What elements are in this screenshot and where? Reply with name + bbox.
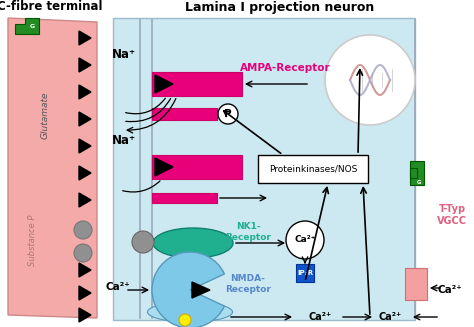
Text: Ca²⁺: Ca²⁺ <box>294 235 316 245</box>
Polygon shape <box>79 308 91 322</box>
Bar <box>410 168 417 178</box>
Circle shape <box>74 221 92 239</box>
Circle shape <box>218 104 238 124</box>
Ellipse shape <box>153 228 233 258</box>
Polygon shape <box>155 158 173 176</box>
Text: IP₃R: IP₃R <box>297 270 313 276</box>
Text: T-Typ
VGCC: T-Typ VGCC <box>437 204 467 226</box>
Text: Ca²⁺: Ca²⁺ <box>106 282 130 292</box>
Polygon shape <box>79 31 91 45</box>
Circle shape <box>132 231 154 253</box>
Polygon shape <box>79 85 91 99</box>
Text: P: P <box>224 109 232 119</box>
Text: Lamina I projection neuron: Lamina I projection neuron <box>185 1 374 13</box>
Polygon shape <box>79 263 91 277</box>
Bar <box>296 264 314 282</box>
Ellipse shape <box>147 302 233 322</box>
Bar <box>152 108 217 120</box>
Polygon shape <box>79 193 91 207</box>
Polygon shape <box>79 139 91 153</box>
Text: G: G <box>29 24 35 28</box>
Text: NMDA-
Receptor: NMDA- Receptor <box>225 274 271 294</box>
Polygon shape <box>15 18 39 34</box>
Polygon shape <box>79 58 91 72</box>
Text: Na⁺: Na⁺ <box>112 133 136 146</box>
Polygon shape <box>79 286 91 300</box>
Polygon shape <box>155 75 173 93</box>
Circle shape <box>325 35 415 125</box>
Bar <box>152 155 242 179</box>
Bar <box>152 72 242 96</box>
Text: Substance P: Substance P <box>28 214 37 266</box>
Text: Ca²⁺: Ca²⁺ <box>438 285 462 295</box>
Bar <box>152 193 217 203</box>
Circle shape <box>286 221 324 259</box>
Circle shape <box>74 244 92 262</box>
Text: G: G <box>417 181 421 185</box>
Text: Ca²⁺: Ca²⁺ <box>309 312 332 322</box>
Polygon shape <box>192 282 210 298</box>
Bar <box>405 268 427 300</box>
Bar <box>113 18 415 320</box>
Text: Na⁺: Na⁺ <box>112 48 136 61</box>
Wedge shape <box>152 252 225 327</box>
Text: C-fibre terminal: C-fibre terminal <box>0 1 103 13</box>
Polygon shape <box>79 166 91 180</box>
Text: NK1-
Receptor: NK1- Receptor <box>225 222 271 242</box>
Circle shape <box>179 314 191 326</box>
Polygon shape <box>8 18 97 318</box>
Text: AMPA-Receptor: AMPA-Receptor <box>240 63 330 73</box>
Text: Proteinkinases/NOS: Proteinkinases/NOS <box>269 164 357 174</box>
Text: Ca²⁺: Ca²⁺ <box>378 312 401 322</box>
Bar <box>258 155 368 183</box>
Text: Glutamate: Glutamate <box>40 91 49 139</box>
Polygon shape <box>79 112 91 126</box>
Bar <box>410 161 424 185</box>
